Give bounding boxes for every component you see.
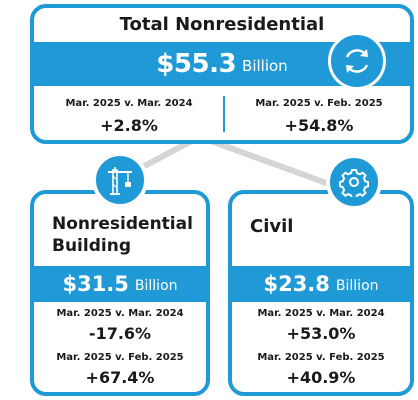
crane-icon xyxy=(92,152,148,208)
civil-amount: $23.8 xyxy=(263,272,330,296)
building-unit: Billion xyxy=(134,277,178,294)
civil-cmp1-value: +53.0% xyxy=(286,324,356,343)
total-amount: $55.3 xyxy=(156,49,237,79)
refresh-icon xyxy=(328,32,386,90)
building-title-line1: Nonresidential xyxy=(52,214,193,234)
total-cmp2-label: Mar. 2025 v. Feb. 2025 xyxy=(255,98,383,109)
total-cmp1-value: +2.8% xyxy=(100,116,158,135)
civil-card: Civil $23.8 Billion Mar. 2025 v. Mar. 20… xyxy=(228,190,414,396)
gear-icon xyxy=(326,154,382,210)
civil-unit: Billion xyxy=(335,277,379,294)
total-unit: Billion xyxy=(242,57,288,75)
building-cmp2-label: Mar. 2025 v. Feb. 2025 xyxy=(56,352,184,363)
building-amount-band: $31.5 Billion xyxy=(34,266,206,302)
civil-amount-band: $23.8 Billion xyxy=(232,266,410,302)
nonresidential-building-card: Nonresidential Building $31.5 Billion Ma… xyxy=(30,190,210,396)
civil-title: Civil xyxy=(250,216,294,237)
total-cmp2-value: +54.8% xyxy=(284,116,354,135)
total-cmp1-label: Mar. 2025 v. Mar. 2024 xyxy=(65,98,193,109)
building-amount: $31.5 xyxy=(62,272,129,296)
total-title: Total Nonresidential xyxy=(119,14,325,35)
building-cmp1-value: -17.6% xyxy=(88,324,152,343)
civil-cmp2-label: Mar. 2025 v. Feb. 2025 xyxy=(257,352,385,363)
total-divider xyxy=(223,96,225,132)
civil-cmp1-label: Mar. 2025 v. Mar. 2024 xyxy=(257,308,385,319)
total-nonresidential-card: Total Nonresidential $55.3 Billion Mar. … xyxy=(30,4,414,144)
civil-cmp2-value: +40.9% xyxy=(286,368,356,387)
building-title-line2: Building xyxy=(52,236,131,256)
building-cmp2-value: +67.4% xyxy=(85,368,155,387)
building-cmp1-label: Mar. 2025 v. Mar. 2024 xyxy=(56,308,184,319)
